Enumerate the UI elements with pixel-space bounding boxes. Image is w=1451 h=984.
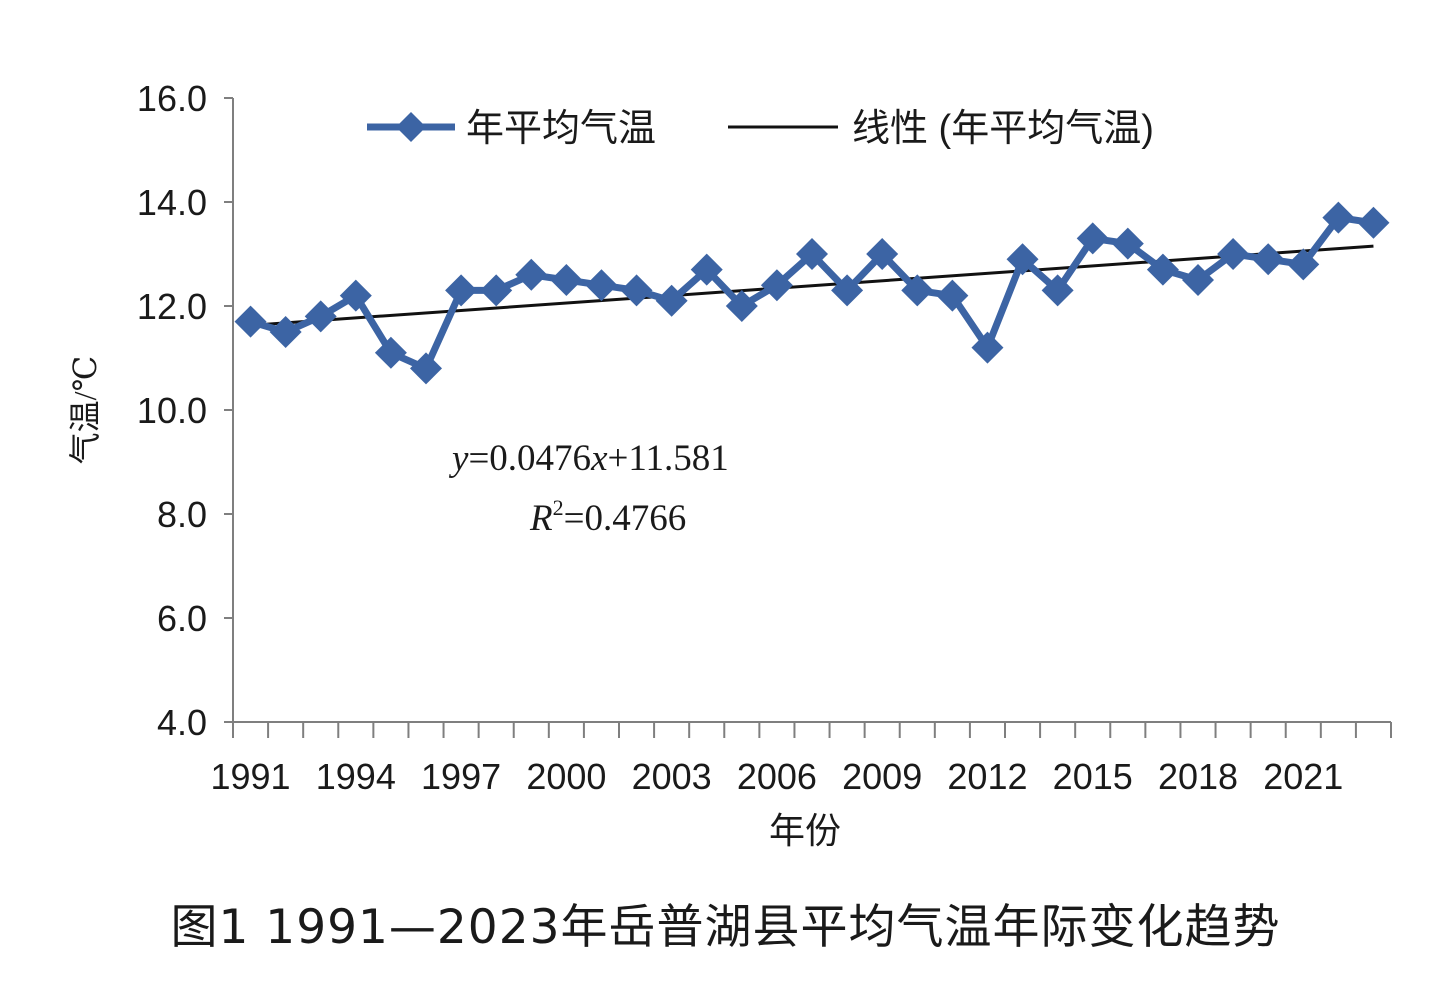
data-point-marker bbox=[1182, 264, 1214, 296]
x-tick-label: 1991 bbox=[210, 756, 290, 797]
data-point-marker bbox=[655, 284, 688, 317]
data-point-marker bbox=[339, 279, 372, 312]
data-point-marker bbox=[585, 269, 618, 302]
data-point-marker bbox=[901, 274, 934, 307]
data-point-marker bbox=[690, 253, 723, 286]
data-point-marker bbox=[831, 274, 864, 307]
data-point-marker bbox=[234, 305, 267, 338]
y-axis: 4.0 6.0 8.0 10.0 12.0 14.0 16.0 bbox=[137, 78, 234, 743]
y-tick-label: 10.0 bbox=[137, 390, 207, 431]
x-tick-label: 2021 bbox=[1263, 756, 1343, 797]
data-point-marker bbox=[550, 264, 583, 296]
x-tick-label: 2000 bbox=[526, 756, 606, 797]
data-point-marker bbox=[1146, 253, 1179, 286]
equation-slope: =0.0476 bbox=[468, 438, 591, 479]
y-axis-title: 气温/℃ bbox=[67, 356, 103, 465]
legend: 年平均气温 线性 (年平均气温) bbox=[367, 108, 1154, 150]
data-point-marker bbox=[304, 300, 337, 333]
equation-x-var: x bbox=[590, 438, 608, 479]
y-tick-label: 8.0 bbox=[157, 494, 207, 535]
x-axis: 1991 1994 1997 2000 2003 2006 2009 2012 2015 2018… bbox=[210, 721, 1392, 797]
data-point-marker bbox=[480, 274, 513, 307]
data-point-marker bbox=[1041, 274, 1074, 307]
data-point-marker bbox=[1217, 238, 1250, 270]
r-squared-label: R2=0.4766 bbox=[529, 495, 686, 539]
y-tick-label: 14.0 bbox=[137, 182, 207, 223]
x-tick-label: 2012 bbox=[947, 756, 1027, 797]
data-point-marker bbox=[410, 352, 442, 385]
data-point-marker bbox=[269, 316, 302, 348]
data-point-marker bbox=[374, 336, 407, 369]
x-tick-label: 2018 bbox=[1158, 756, 1238, 797]
data-point-marker bbox=[866, 238, 899, 270]
data-point-marker bbox=[971, 331, 1004, 364]
trendline-layer bbox=[250, 244, 1374, 327]
data-point-marker bbox=[445, 274, 478, 307]
r-squared-value: =0.4766 bbox=[564, 498, 687, 539]
legend-series-marker bbox=[396, 112, 426, 142]
data-point-marker bbox=[1322, 201, 1355, 234]
equation-y-var: y bbox=[448, 438, 469, 479]
x-tick-label: 1994 bbox=[316, 756, 396, 797]
data-point-marker bbox=[1111, 227, 1144, 260]
data-point-marker bbox=[1357, 206, 1390, 239]
y-tick-label: 16.0 bbox=[137, 78, 207, 119]
data-point-marker bbox=[760, 269, 793, 302]
data-point-marker bbox=[515, 258, 548, 291]
x-tick-label: 2009 bbox=[842, 756, 922, 797]
data-point-marker bbox=[936, 279, 969, 312]
trendline bbox=[250, 244, 1374, 327]
legend-series-label: 年平均气温 bbox=[466, 108, 656, 150]
series-layer bbox=[234, 201, 1390, 385]
y-tick-label: 4.0 bbox=[157, 702, 207, 743]
data-point-marker bbox=[725, 290, 758, 322]
chart-canvas: 4.0 6.0 8.0 10.0 12.0 14.0 16.0 1991 1994 1997 20… bbox=[67, 78, 1392, 851]
data-point-marker bbox=[796, 238, 828, 270]
data-point-marker bbox=[1076, 222, 1109, 255]
x-tick-label: 1997 bbox=[421, 756, 501, 797]
r-squared-var: R bbox=[529, 498, 553, 539]
legend-trend-label: 线性 (年平均气温) bbox=[852, 108, 1154, 150]
equation-label: y=0.0476x+11.581 bbox=[448, 438, 729, 479]
y-tick-label: 12.0 bbox=[137, 286, 207, 327]
data-point-marker bbox=[1006, 243, 1039, 276]
data-point-marker bbox=[620, 274, 653, 307]
x-axis-title: 年份 bbox=[769, 811, 841, 851]
data-point-marker bbox=[1287, 248, 1320, 281]
equation-intercept: +11.581 bbox=[608, 438, 729, 479]
r-squared-sup: 2 bbox=[553, 495, 564, 520]
y-tick-label: 6.0 bbox=[157, 598, 207, 639]
data-point-marker bbox=[1252, 243, 1285, 276]
x-tick-label: 2003 bbox=[632, 756, 712, 797]
x-tick-label: 2015 bbox=[1053, 756, 1133, 797]
x-tick-label: 2006 bbox=[737, 756, 817, 797]
figure-caption: 图1 1991—2023年岳普湖县平均气温年际变化趋势 bbox=[170, 900, 1281, 955]
